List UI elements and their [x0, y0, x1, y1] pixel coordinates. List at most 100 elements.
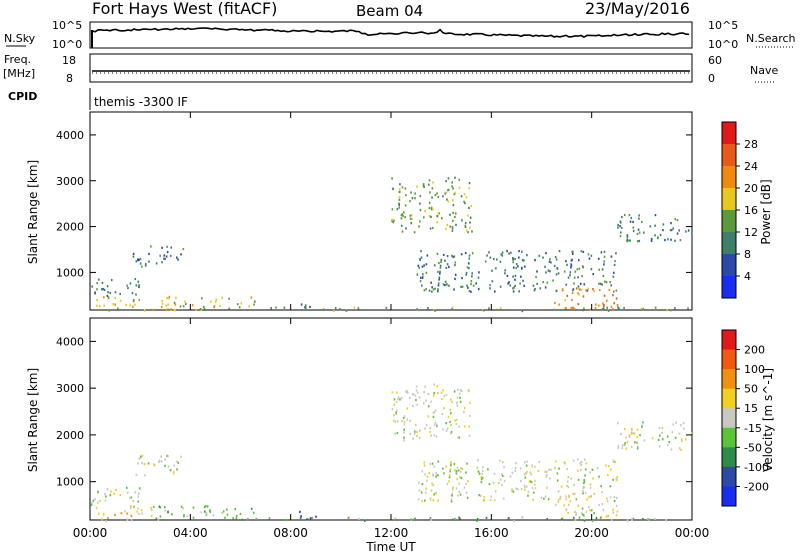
echo-cell — [583, 482, 585, 485]
echo-cell — [514, 284, 516, 287]
echo-cell — [536, 270, 538, 273]
nave-label: Nave — [750, 64, 778, 77]
echo-cell — [433, 383, 435, 386]
echo-cell — [394, 420, 397, 423]
echo-cell — [522, 279, 524, 282]
echo-cell — [110, 278, 113, 282]
echo-cell — [420, 276, 422, 279]
echo-cell — [161, 300, 163, 303]
echo-cell — [404, 216, 407, 219]
echo-cell — [437, 499, 439, 502]
echo-cell — [519, 467, 522, 470]
echo-cell — [451, 185, 453, 188]
echo-cell — [480, 476, 482, 479]
freq-trace — [92, 70, 690, 74]
echo-cell — [680, 424, 682, 427]
echo-cell — [609, 485, 612, 488]
echo-cell — [598, 289, 601, 292]
echo-cell — [398, 203, 401, 207]
echo-cell — [606, 299, 608, 302]
echo-cell — [603, 260, 606, 263]
echo-cell — [436, 474, 439, 477]
power-colorbar: 28 24 20 16 12 8 4 — [721, 121, 758, 299]
echo-cell — [132, 252, 135, 255]
echo-cell — [440, 258, 443, 262]
echo-cell — [609, 468, 612, 471]
echo-cell — [425, 424, 428, 427]
echo-cell — [583, 458, 586, 461]
echo-cell — [180, 455, 182, 458]
echo-cell — [534, 487, 537, 490]
echo-cell — [126, 512, 128, 515]
echo-cell — [109, 291, 112, 295]
echo-cell — [552, 279, 554, 282]
echo-cell — [513, 286, 515, 289]
echo-cell — [670, 238, 672, 241]
echo-cell — [253, 303, 255, 306]
echo-cell — [137, 258, 139, 261]
echo-cell — [133, 299, 135, 302]
echo-cell — [299, 516, 302, 520]
echo-cell — [104, 499, 107, 502]
echo-cell — [481, 472, 484, 476]
echo-cell — [160, 305, 163, 309]
echo-cell — [537, 469, 540, 473]
echo-cell — [626, 519, 629, 522]
echo-cell — [141, 462, 143, 465]
echo-cell — [566, 480, 569, 483]
echo-cell — [414, 423, 417, 427]
echo-cell — [476, 517, 479, 521]
echo-cell — [565, 260, 567, 263]
echo-cell — [617, 306, 619, 309]
echo-cell — [175, 256, 178, 259]
echo-cell — [590, 509, 593, 512]
echo-cell — [545, 473, 548, 477]
echo-cell — [255, 517, 258, 520]
echo-cell — [577, 504, 580, 507]
echo-cell — [429, 426, 432, 430]
echo-cell — [612, 275, 615, 278]
echo-cell — [397, 396, 400, 399]
echo-cell — [687, 229, 690, 232]
echo-cell — [414, 517, 417, 520]
echo-cell — [129, 282, 132, 285]
echo-cell — [599, 282, 602, 285]
echo-cell — [107, 517, 109, 520]
echo-cell — [642, 231, 645, 234]
echo-cell — [590, 268, 593, 271]
echo-cell — [419, 257, 421, 261]
echo-cell — [661, 438, 664, 441]
echo-cell — [508, 252, 510, 255]
echo-cell — [445, 429, 448, 432]
echo-cell — [570, 263, 573, 266]
echo-cell — [523, 484, 526, 487]
echo-cell — [431, 196, 433, 199]
echo-cell — [534, 287, 536, 291]
echo-cell — [129, 506, 132, 509]
echo-cell — [169, 254, 172, 257]
colorbar-tick-label: -15 — [744, 422, 762, 435]
echo-cell — [463, 425, 466, 428]
cpid-label: CPID — [8, 90, 37, 103]
echo-cell — [130, 519, 133, 522]
echo-cell — [478, 518, 480, 522]
echo-cell — [455, 418, 458, 422]
echo-cell — [445, 283, 448, 286]
echo-cell — [547, 269, 550, 273]
echo-cell — [438, 276, 441, 279]
echo-cell — [92, 499, 95, 502]
echo-cell — [467, 214, 469, 217]
echo-cell — [173, 464, 175, 467]
echo-cell — [413, 231, 416, 234]
echo-cell — [632, 220, 634, 224]
echo-cell — [393, 403, 396, 406]
echo-cell — [508, 517, 510, 520]
echo-cell — [642, 308, 645, 311]
echo-cell — [91, 501, 93, 505]
echo-cell — [150, 506, 152, 510]
echo-cell — [434, 491, 437, 495]
echo-cell — [403, 415, 406, 418]
echo-cell — [451, 199, 454, 202]
echo-cell — [566, 468, 569, 471]
echo-cell — [582, 250, 585, 254]
